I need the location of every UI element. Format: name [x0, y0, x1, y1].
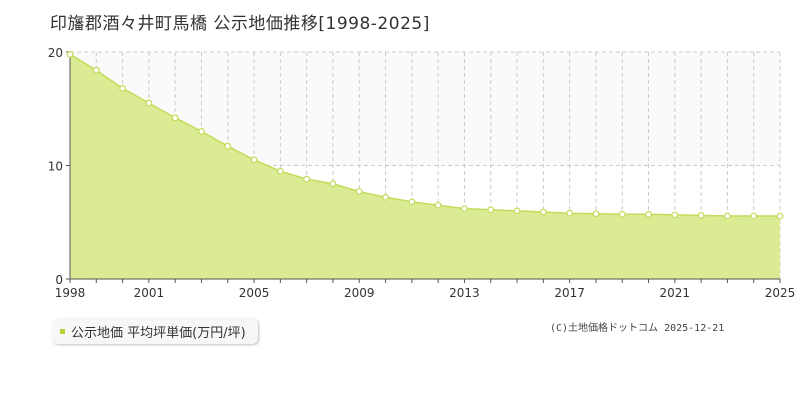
y-tick-label: 20: [48, 46, 63, 60]
data-point: [66, 50, 74, 58]
data-point: [618, 210, 626, 218]
data-point: [434, 201, 442, 209]
data-point: [645, 210, 652, 218]
data-point: [224, 142, 232, 150]
data-point: [303, 175, 311, 183]
data-point: [382, 193, 389, 201]
data-point: [539, 208, 547, 216]
axes: [66, 51, 781, 283]
x-tick-label: 2017: [554, 286, 585, 300]
x-tick-label: 2001: [134, 286, 165, 300]
legend: 公示地価 平均坪単価(万円/坪): [52, 318, 258, 344]
x-tick-label: 2005: [239, 286, 270, 300]
data-point: [592, 210, 600, 218]
data-point: [487, 206, 495, 214]
x-tick-label: 2013: [449, 286, 480, 300]
price-line: [69, 53, 780, 217]
data-point: [276, 167, 284, 175]
data-point: [566, 209, 574, 217]
data-point: [198, 128, 205, 135]
price-area: [70, 54, 780, 279]
y-tick-label: 0: [55, 273, 63, 287]
copyright: (C)土地価格ドットコム 2025-12-21: [550, 323, 725, 334]
legend-swatch-icon: [60, 328, 65, 334]
data-point: [92, 66, 100, 74]
y-tick-label: 10: [48, 160, 63, 174]
tick-labels: 1998 2001 2005 2009 2013 2017 2021 2025 0 10 20: [48, 46, 796, 300]
data-point: [461, 205, 468, 213]
x-tick-label: 2021: [660, 286, 691, 300]
data-point: [145, 99, 153, 107]
data-point: [776, 212, 784, 220]
data-point: [329, 180, 337, 188]
x-tick-label: 1998: [55, 286, 86, 300]
data-markers: [66, 50, 784, 220]
data-point: [513, 207, 521, 215]
chart-title: 印旛郡酒々井町馬橋 公示地価推移[1998-2025]: [50, 14, 430, 34]
x-tick-label: 2009: [344, 286, 375, 300]
data-point: [697, 212, 705, 219]
x-tick-label: 2025: [765, 286, 796, 300]
data-point: [671, 211, 679, 219]
data-point: [355, 188, 363, 196]
data-point: [250, 156, 258, 164]
data-point: [119, 84, 126, 92]
data-point: [724, 212, 731, 220]
data-point: [408, 198, 416, 206]
data-point: [171, 114, 179, 122]
legend-label: 公示地価 平均坪単価(万円/坪): [71, 325, 246, 341]
data-point: [750, 212, 758, 220]
